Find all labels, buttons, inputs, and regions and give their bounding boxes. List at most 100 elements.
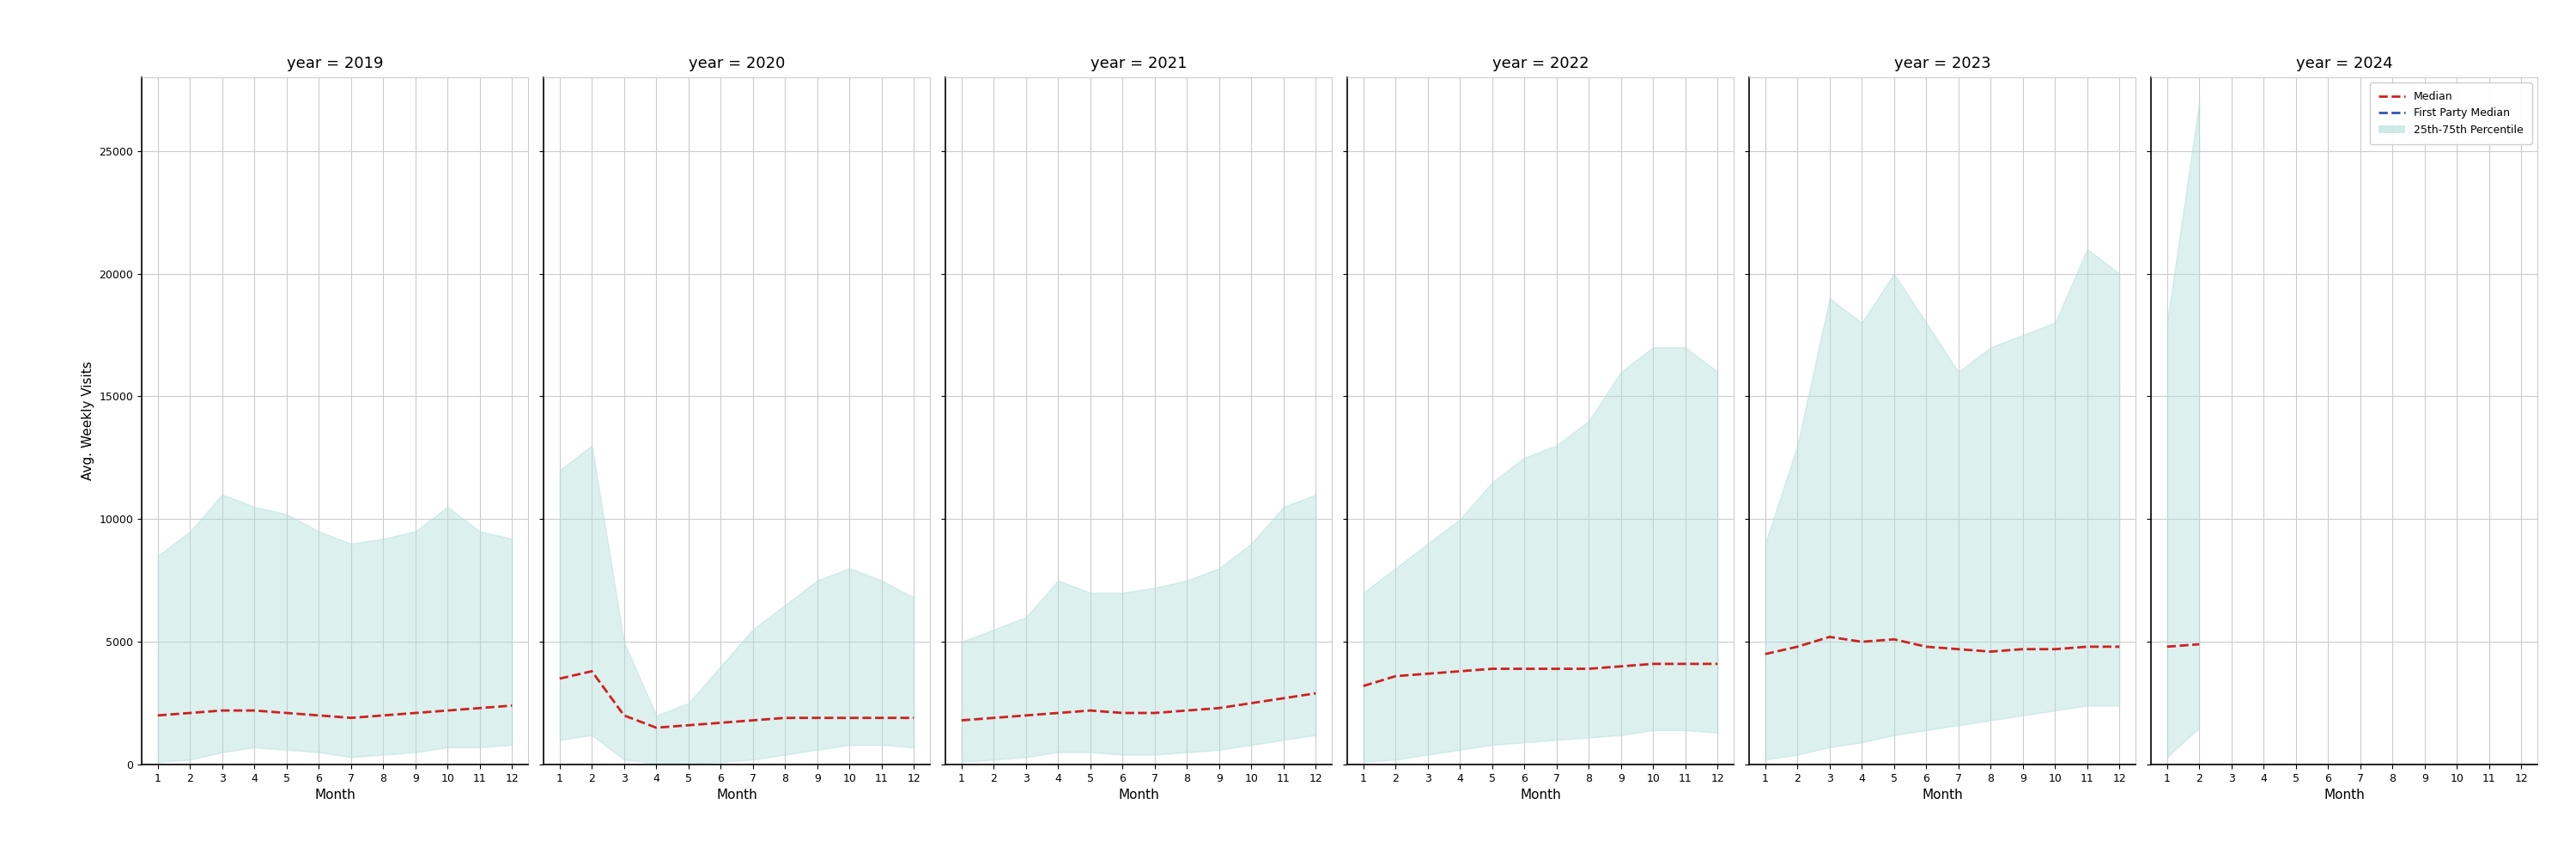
First Party Median xyxy=(1814,631,1844,642)
First Party Median xyxy=(1942,644,1973,655)
Median xyxy=(608,710,639,721)
Median xyxy=(1267,693,1298,704)
First Party Median xyxy=(641,722,672,733)
First Party Median xyxy=(1540,664,1571,674)
Median xyxy=(175,708,206,718)
First Party Median xyxy=(175,708,206,718)
Median xyxy=(1476,664,1507,674)
Line: Median: Median xyxy=(157,705,513,718)
Median xyxy=(577,666,608,676)
First Party Median xyxy=(206,705,237,716)
First Party Median xyxy=(1847,637,1878,647)
Median xyxy=(1605,661,1636,672)
Median xyxy=(1236,698,1267,709)
X-axis label: Month: Month xyxy=(1520,789,1561,801)
First Party Median xyxy=(979,713,1010,723)
First Party Median xyxy=(1703,659,1734,669)
Line: Median: Median xyxy=(2166,644,2200,647)
First Party Median xyxy=(1783,642,1814,652)
First Party Median xyxy=(1445,666,1476,676)
Median xyxy=(2007,644,2038,655)
Median xyxy=(1510,664,1540,674)
First Party Median xyxy=(2040,644,2071,655)
First Party Median xyxy=(368,710,399,721)
First Party Median xyxy=(1381,671,1412,681)
Median xyxy=(1574,664,1605,674)
Median xyxy=(1749,649,1780,659)
Median xyxy=(1783,642,1814,652)
Line: First Party Median: First Party Median xyxy=(2166,644,2200,647)
Median xyxy=(737,716,768,726)
Median xyxy=(1540,664,1571,674)
Median xyxy=(1412,668,1443,679)
Median xyxy=(206,705,237,716)
Median xyxy=(1074,705,1105,716)
First Party Median xyxy=(577,666,608,676)
Median xyxy=(899,713,930,723)
First Party Median xyxy=(1043,708,1074,718)
First Party Median xyxy=(1976,647,2007,657)
Median xyxy=(497,700,528,710)
Median xyxy=(368,710,399,721)
Median xyxy=(706,717,737,728)
First Party Median xyxy=(2151,642,2182,652)
Line: First Party Median: First Party Median xyxy=(1765,637,2120,654)
Title: year = 2022: year = 2022 xyxy=(1492,56,1589,71)
Median xyxy=(270,708,301,718)
Median xyxy=(1172,705,1203,716)
First Party Median xyxy=(801,713,832,723)
Median xyxy=(1847,637,1878,647)
Line: Median: Median xyxy=(1765,637,2120,654)
Title: year = 2024: year = 2024 xyxy=(2295,56,2393,71)
Median xyxy=(1043,708,1074,718)
First Party Median xyxy=(335,713,366,723)
Median xyxy=(1139,708,1170,718)
Line: First Party Median: First Party Median xyxy=(961,693,1316,721)
Median xyxy=(2071,642,2102,652)
Median xyxy=(866,713,896,723)
First Party Median xyxy=(770,713,801,723)
Median xyxy=(1108,708,1139,718)
Median xyxy=(1381,671,1412,681)
X-axis label: Month: Month xyxy=(716,789,757,801)
Legend: Median, First Party Median, 25th-75th Percentile: Median, First Party Median, 25th-75th Pe… xyxy=(2370,82,2532,144)
Line: First Party Median: First Party Median xyxy=(559,671,914,728)
X-axis label: Month: Month xyxy=(314,789,355,801)
X-axis label: Month: Month xyxy=(1118,789,1159,801)
First Party Median xyxy=(706,717,737,728)
First Party Median xyxy=(1476,664,1507,674)
Median xyxy=(1301,688,1332,698)
Median xyxy=(641,722,672,733)
First Party Median xyxy=(497,700,528,710)
Median xyxy=(335,713,366,723)
First Party Median xyxy=(1510,664,1540,674)
Median xyxy=(304,710,335,721)
First Party Median xyxy=(544,673,574,684)
First Party Median xyxy=(1749,649,1780,659)
Title: year = 2023: year = 2023 xyxy=(1893,56,1991,71)
First Party Median xyxy=(866,713,896,723)
Median xyxy=(1814,631,1844,642)
Median xyxy=(1638,659,1669,669)
First Party Median xyxy=(945,716,976,726)
Title: year = 2020: year = 2020 xyxy=(688,56,786,71)
Median xyxy=(1942,644,1973,655)
First Party Median xyxy=(464,703,495,713)
First Party Median xyxy=(1574,664,1605,674)
First Party Median xyxy=(737,716,768,726)
Median xyxy=(835,713,866,723)
First Party Median xyxy=(1236,698,1267,709)
First Party Median xyxy=(2184,639,2215,649)
Median xyxy=(1976,647,2007,657)
Median xyxy=(801,713,832,723)
First Party Median xyxy=(1605,661,1636,672)
Median xyxy=(945,716,976,726)
First Party Median xyxy=(1911,642,1942,652)
Median xyxy=(1203,703,1234,713)
First Party Median xyxy=(1878,634,1909,644)
Median xyxy=(2151,642,2182,652)
X-axis label: Month: Month xyxy=(1922,789,1963,801)
Median xyxy=(1347,681,1378,691)
First Party Median xyxy=(2071,642,2102,652)
Median xyxy=(1445,666,1476,676)
